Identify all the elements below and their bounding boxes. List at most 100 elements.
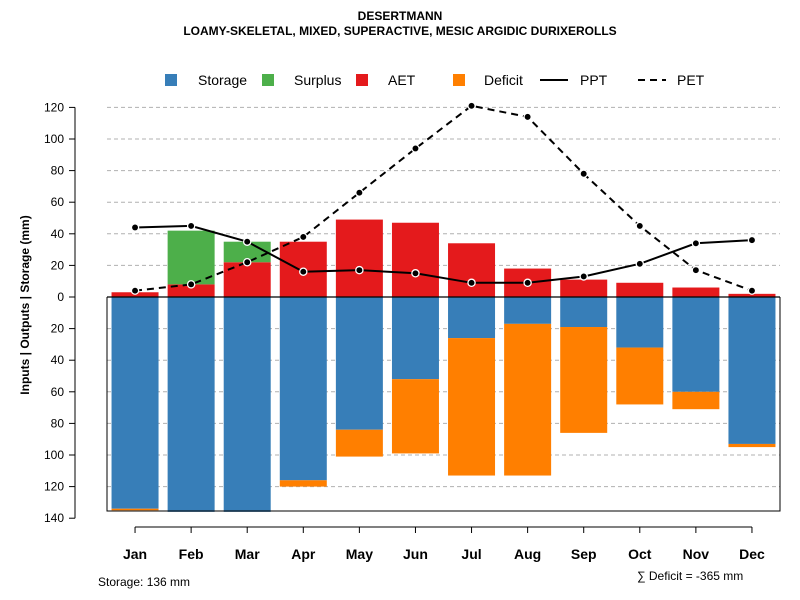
bar-aet-oct xyxy=(616,282,664,297)
bar-storage-sep xyxy=(560,297,608,328)
y-tick-label-6: 0 xyxy=(57,290,64,304)
x-tick-label-mar: Mar xyxy=(235,546,260,562)
x-tick-label-oct: Oct xyxy=(628,546,652,562)
bar-deficit-dec xyxy=(728,443,776,448)
ppt-point-feb xyxy=(186,221,196,231)
ppt-point-apr xyxy=(299,267,308,276)
y-tick-label-2: 80 xyxy=(51,164,65,178)
ppt-point-may xyxy=(355,265,364,275)
bar-storage-oct xyxy=(616,297,664,348)
pet-point-nov xyxy=(691,265,701,275)
x-tick-label-dec: Dec xyxy=(739,546,765,562)
storage-total-label: Storage: 136 mm xyxy=(98,575,191,589)
bar-aet-jul xyxy=(448,243,496,297)
bar-storage-dec xyxy=(728,297,776,444)
bar-deficit-oct xyxy=(616,347,664,405)
ppt-point-oct xyxy=(635,259,645,269)
y-tick-label-12: 120 xyxy=(44,480,64,494)
y-tick-label-4: 40 xyxy=(51,227,65,241)
legend-label-aet: AET xyxy=(388,72,416,88)
y-tick-label-9: 60 xyxy=(51,385,65,399)
y-tick-label-5: 20 xyxy=(51,258,65,272)
pet-line xyxy=(134,104,753,292)
ppt-point-dec xyxy=(747,235,757,245)
chart-title: DESERTMANN xyxy=(357,9,443,23)
y-tick-label-3: 60 xyxy=(51,195,65,209)
bar-storage-feb xyxy=(167,297,215,512)
bar-deficit-jun xyxy=(391,379,439,454)
x-tick-label-apr: Apr xyxy=(291,546,316,562)
bar-storage-jan xyxy=(111,297,159,509)
bar-aet-mar xyxy=(223,262,271,297)
pet-point-feb xyxy=(186,280,196,289)
ppt-point-mar xyxy=(242,237,252,246)
legend-swatch-deficit xyxy=(453,74,465,86)
y-tick-label-1: 100 xyxy=(44,132,64,146)
bar-deficit-may xyxy=(335,429,383,457)
pet-point-aug xyxy=(523,112,532,122)
bar-storage-nov xyxy=(672,297,720,392)
ppt-point-jun xyxy=(411,269,420,278)
legend-swatch-storage xyxy=(165,74,177,86)
pet-point-mar xyxy=(242,257,252,267)
bar-storage-aug xyxy=(504,297,552,324)
chart-subtitle: LOAMY-SKELETAL, MIXED, SUPERACTIVE, MESI… xyxy=(183,24,617,38)
bar-aet-jun xyxy=(391,222,439,297)
bar-aet-sep xyxy=(560,279,608,297)
pet-point-may xyxy=(355,188,364,197)
grid-layer xyxy=(107,106,780,488)
axis-layer: 120 100 80 60 40 20 0 20 40 60 80 100 120 140 Jan Feb Ma… xyxy=(18,100,781,562)
bar-storage-jun xyxy=(391,297,439,380)
ppt-point-nov xyxy=(691,239,701,248)
legend: Storage Surplus AET Deficit PPT PET xyxy=(165,72,705,88)
pet-point-jul xyxy=(467,101,476,111)
y-tick-label-0: 120 xyxy=(44,100,64,114)
pet-point-dec xyxy=(747,286,757,295)
bar-deficit-aug xyxy=(504,323,552,476)
bar-storage-mar xyxy=(223,297,271,512)
x-tick-label-jun: Jun xyxy=(403,546,428,562)
pet-point-oct xyxy=(635,221,645,231)
bar-surplus-mar xyxy=(223,241,271,263)
deficit-total-label: ∑ Deficit = -365 mm xyxy=(637,569,744,583)
bar-aet-dec xyxy=(728,293,776,297)
pet-point-jun xyxy=(411,144,420,153)
ppt-line xyxy=(134,224,753,284)
legend-swatch-surplus xyxy=(262,74,274,86)
pet-point-apr xyxy=(299,232,308,242)
x-tick-label-jul: Jul xyxy=(461,546,481,562)
bar-layer xyxy=(111,219,776,512)
legend-label-surplus: Surplus xyxy=(294,72,341,88)
bar-deficit-nov xyxy=(672,391,720,410)
legend-swatch-aet xyxy=(356,74,368,86)
x-tick-label-nov: Nov xyxy=(683,546,710,562)
pet-point-sep xyxy=(579,169,588,179)
line-layer xyxy=(130,101,757,295)
x-tick-label-aug: Aug xyxy=(514,546,541,562)
legend-label-deficit: Deficit xyxy=(484,72,523,88)
bar-deficit-jan xyxy=(111,508,159,511)
plot-frame xyxy=(106,297,781,512)
y-tick-label-8: 40 xyxy=(51,353,65,367)
bar-storage-may xyxy=(335,297,383,430)
ppt-point-sep xyxy=(579,272,588,281)
legend-label-storage: Storage xyxy=(198,72,247,88)
bar-storage-apr xyxy=(279,297,327,481)
ppt-point-jan xyxy=(130,223,140,232)
bar-surplus-feb xyxy=(167,230,215,285)
y-tick-label-13: 140 xyxy=(44,511,64,525)
x-tick-label-sep: Sep xyxy=(571,546,597,562)
pet-point-jan xyxy=(130,286,140,295)
x-tick-label-may: May xyxy=(346,546,373,562)
bar-deficit-apr xyxy=(279,480,327,487)
bar-storage-jul xyxy=(448,297,496,339)
bar-deficit-sep xyxy=(560,327,608,433)
ppt-point-aug xyxy=(523,278,532,288)
legend-label-pet: PET xyxy=(677,72,705,88)
bar-deficit-jul xyxy=(448,338,496,476)
bar-aet-nov xyxy=(672,287,720,297)
bar-aet-feb xyxy=(167,284,215,297)
y-axis-title: Inputs | Outputs | Storage (mm) xyxy=(18,215,32,394)
y-tick-label-10: 80 xyxy=(51,416,65,430)
